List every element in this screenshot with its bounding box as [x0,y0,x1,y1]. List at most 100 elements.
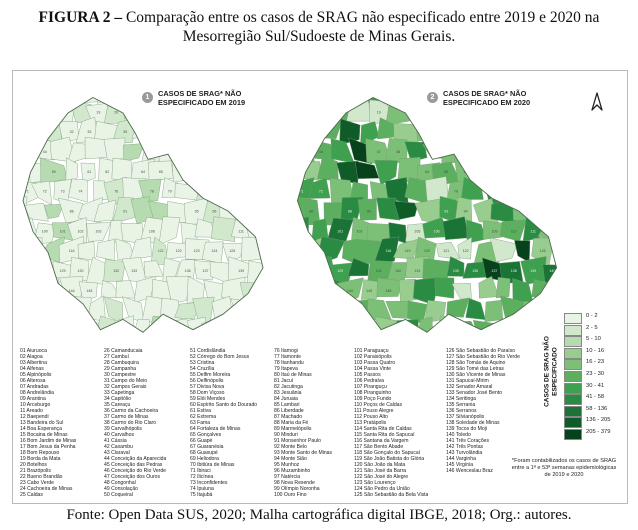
municipality-list-item: 65 Gonçalves [190,432,222,439]
municipality-polygon [114,97,138,102]
municipality-list-item: 46 Conceição do Rio Verde [104,468,167,475]
municipality-number: 48 [396,150,400,154]
municipality-polygon [297,97,309,127]
municipality-polygon [511,118,534,145]
municipality-list-item: 133 Senador José Bento [446,390,503,397]
municipality-list-item: 59 Elói Mendes [190,396,226,403]
municipality-list-column: 51 Cordislândia 52 Córrego do Bom Jesus 53… [190,348,257,498]
municipality-list-item: 123 São Lourenço [354,480,396,487]
municipality-polygon [23,196,28,225]
municipality-polygon [23,256,38,285]
municipality-list-item: 77 Itamonte [274,354,301,361]
municipality-list-column: 01 Aiuruoca 02 Alagoa 03 Albertina 04 Alfen… [20,348,76,498]
municipality-list-item: 52 Córrego do Bom Jesus [190,354,250,361]
municipality-list-item: 57 Divisa Nova [190,384,225,391]
municipality-list-item: 39 Carvalhópolis [104,426,142,433]
municipality-polygon [222,243,246,261]
municipality-number: 44 [319,150,323,154]
municipality-list-item: 145 Virgínia [446,462,474,469]
municipality-list-item: 110 Poços de Caldas [354,402,403,409]
municipality-list-item: 37 Carmo de Minas [104,414,149,421]
municipality-number: 136 [472,269,478,273]
municipality-number: 73 [61,190,65,194]
municipality-number: 42 [541,130,545,134]
municipality-number: 47 [377,150,381,154]
municipality-polygon [246,298,263,325]
municipality-number: 113 [15,249,21,253]
municipality-polygon [250,98,263,127]
municipality-number: 26 [221,110,225,114]
municipality-polygon [245,219,263,240]
municipality-polygon [489,119,519,146]
municipality-list-item: 143 Turvolândia [446,450,483,457]
municipality-number: 126 [540,249,546,253]
municipality-polygon [238,164,259,183]
municipality-list-item: 139 Tocos do Moji [446,426,487,433]
municipality-list-item: 17 Bom Jesus da Penha [20,444,76,451]
municipality-list-item: 73 Inconfidentes [190,480,228,487]
legend-label: 205 - 379 [586,428,611,435]
municipality-polygon [175,139,200,165]
municipality-polygon [415,118,442,144]
municipality-polygon [97,97,114,104]
municipality-number: 41 [230,130,234,134]
municipality-number: 5 [88,90,90,94]
municipality-polygon [220,316,245,333]
municipality-number: 2 [310,90,312,94]
map-2019-number: 1 [142,92,153,103]
municipality-number: 111 [530,229,535,233]
municipality-list-item: 22 Bueno Brandão [20,474,63,481]
municipality-number: 141 [15,289,21,293]
municipality-polygon [533,97,550,99]
municipality-list-column: 76 Itamogi 77 Itamonte 78 Itanhandu 79 Itap… [274,348,332,498]
municipality-polygon [317,156,339,182]
municipality-list-item: 56 Delfinópolis [190,378,224,385]
municipality-number: 37 [159,130,163,134]
municipality-list-item: 138 Soledade de Minas [446,420,500,427]
municipality-number: 20 [114,110,118,114]
municipality-list-column: 126 São Sebastião do Paraíso 127 São Seba… [446,348,520,474]
municipality-number: 110 [511,229,517,233]
municipality-list-item: 126 São Sebastião do Paraíso [446,348,516,354]
municipality-polygon [300,124,321,143]
north-arrow-icon [591,92,603,111]
legend-label: 2 - 5 [586,324,598,331]
municipality-polygon [185,120,208,145]
municipality-number: 120 [424,249,430,253]
map-2019-label-line2: ESPECIFICADO EM 2019 [158,97,246,107]
municipality-polygon [376,117,398,140]
municipality-list-item: 89 Marmelópolis [274,426,312,433]
municipality-polygon [28,280,49,302]
map-2019-label-line1: CASOS DE SRAG* NÃO [158,89,242,98]
figure-title-text: Comparação entre os casos de SRAG não es… [125,9,600,45]
municipality-polygon [495,276,511,299]
municipality-polygon [337,315,362,333]
legend-label: 41 - 58 [586,394,605,401]
municipality-number: 137 [203,269,209,273]
map-2020-label-line1: CASOS DE SRAG* NÃO [443,89,527,98]
municipality-list-item: 115 Santa Rita do Sapucaí [354,432,415,439]
municipality-polygon [297,239,305,264]
municipality-polygon [297,256,316,285]
municipality-list-item: 97 Natércia [274,474,301,481]
municipality-list-item: 87 Machado [274,414,303,421]
municipality-list-item: 109 Poço Fundo [354,396,392,403]
municipality-polygon [308,177,331,199]
municipality-number: 109 [492,229,498,233]
legend-title: CASOS DE SRAG NÃO ESPECIFICADO [543,336,559,407]
municipality-list-item: 30 Campestre [104,372,136,379]
municipality-polygon [410,97,431,125]
municipality-list-item: 63 Fama [190,420,211,427]
municipality-list-item: 58 Dom Viçoso [190,390,225,397]
legend-swatch [564,347,582,359]
municipality-number: 24 [473,110,477,114]
municipality-number: 132 [395,269,401,273]
municipality-number: 133 [414,269,420,273]
municipality-list-item: 01 Aiuruoca [20,348,47,354]
legend-swatch [564,324,582,336]
municipality-polygon [23,139,36,166]
municipality-number: 99 [300,229,304,233]
municipality-polygon [23,97,28,103]
